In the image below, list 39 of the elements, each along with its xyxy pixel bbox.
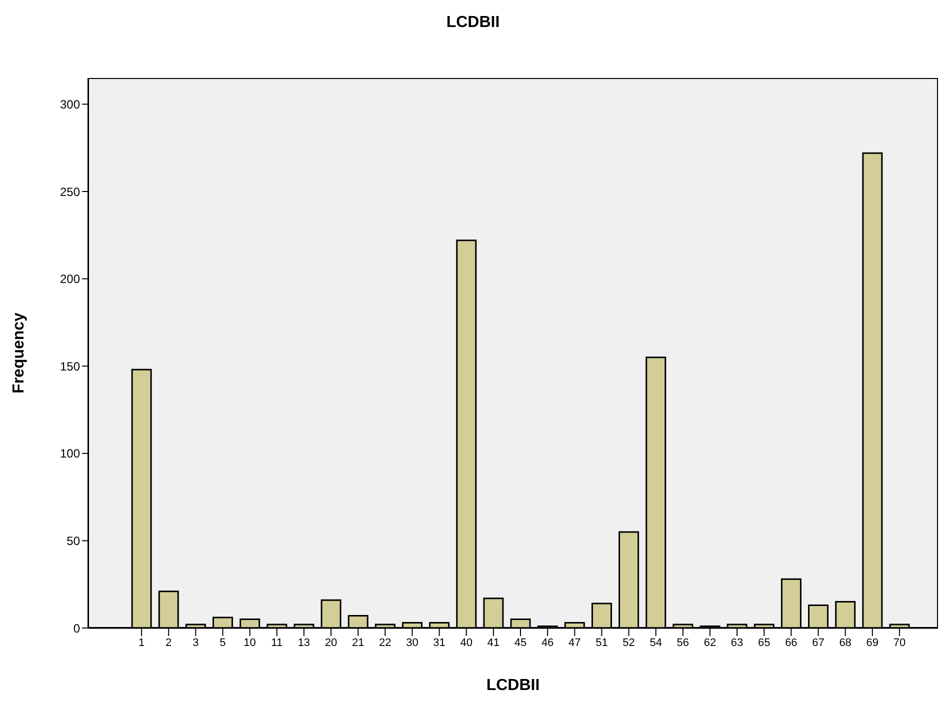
y-tick-label: 200 (60, 272, 80, 286)
x-tick-label: 54 (650, 636, 662, 649)
x-tick-label: 68 (839, 636, 852, 649)
x-tick-label: 11 (271, 636, 283, 649)
x-tick-label: 30 (406, 636, 418, 649)
x-tick-label: 2 (166, 636, 172, 649)
x-tick-label: 10 (244, 636, 256, 649)
x-tick-label: 52 (622, 636, 635, 649)
y-tick-label: 150 (60, 359, 80, 374)
y-tick-label: 0 (73, 621, 80, 636)
x-tick-label: 66 (785, 636, 798, 649)
x-tick-label: 70 (893, 636, 906, 649)
x-axis-title: LCDBII (486, 677, 540, 694)
x-tick-label: 62 (704, 636, 716, 649)
x-tick-label: 13 (298, 636, 310, 649)
x-tick-label: 46 (541, 636, 554, 649)
y-axis-title: Frequency (10, 312, 28, 394)
x-tick-label: 5 (220, 636, 226, 649)
x-tick-label: 47 (568, 636, 581, 649)
x-tick-label: 20 (324, 636, 338, 649)
chart-title: LCDBII (445, 13, 501, 33)
x-tick-label: 67 (812, 636, 824, 649)
x-tick-label: 21 (352, 636, 364, 649)
x-tick-label: 3 (192, 636, 199, 649)
x-tick-label: 22 (379, 636, 392, 649)
x-tick-label: 51 (596, 636, 608, 649)
x-tick-label: 31 (433, 636, 446, 649)
x-tick-label: 56 (676, 636, 690, 649)
x-tick-label: 45 (514, 636, 527, 649)
x-tick-label: 1 (138, 636, 145, 649)
x-tick-label: 69 (866, 636, 879, 649)
x-tick-label: 40 (460, 636, 472, 649)
y-tick-label: 300 (60, 97, 80, 112)
y-tick-label: 50 (66, 534, 80, 548)
x-tick-label: 65 (758, 636, 770, 649)
x-tick-label: 41 (487, 636, 500, 649)
x-tick-label: 63 (730, 636, 744, 649)
y-tick-label: 250 (60, 184, 80, 199)
y-tick-label: 100 (60, 446, 80, 461)
